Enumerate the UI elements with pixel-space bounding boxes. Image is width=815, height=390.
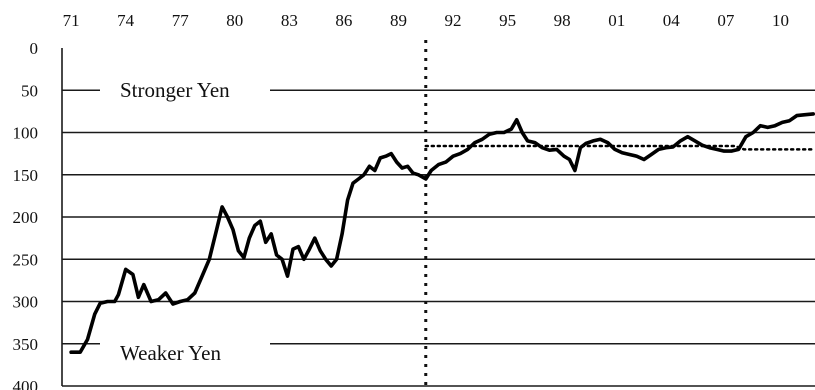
y-axis: 0 50 100 150 200 250 300 350 400 (13, 39, 63, 390)
x-tick-label-01: 01 (608, 11, 625, 30)
y-tick-label-150: 150 (13, 166, 39, 185)
y-tick-label-0: 0 (30, 39, 39, 58)
x-tick-label-80: 80 (226, 11, 243, 30)
x-axis-tick-labels: 71 74 77 80 83 86 89 92 95 98 01 04 07 10 (63, 11, 789, 30)
x-tick-label-89: 89 (390, 11, 407, 30)
x-tick-label-10: 10 (772, 11, 789, 30)
series-layer (69, 112, 815, 355)
x-tick-label-07: 07 (717, 11, 735, 30)
x-tick-label-77: 77 (172, 11, 190, 30)
annotation-background-stronger (100, 76, 270, 104)
x-tick-label-83: 83 (281, 11, 298, 30)
x-tick-label-95: 95 (499, 11, 516, 30)
y-tick-label-50: 50 (21, 81, 38, 100)
annotation-background-weaker (100, 338, 270, 366)
series-line-dotted (424, 144, 815, 151)
annotation-weaker-yen: Weaker Yen (120, 341, 221, 365)
x-tick-label-92: 92 (445, 11, 462, 30)
y-tick-label-100: 100 (13, 124, 39, 143)
annotations: Stronger Yen Weaker Yen (100, 76, 270, 366)
y-tick-label-350: 350 (13, 335, 39, 354)
y-tick-label-200: 200 (13, 208, 39, 227)
x-tick-label-98: 98 (554, 11, 571, 30)
x-tick-label-71: 71 (63, 11, 80, 30)
y-tick-label-300: 300 (13, 293, 39, 312)
x-tick-label-04: 04 (663, 11, 681, 30)
y-tick-label-400: 400 (13, 377, 39, 390)
x-tick-label-74: 74 (117, 11, 135, 30)
series-line-solid (69, 112, 815, 355)
annotation-stronger-yen: Stronger Yen (120, 78, 230, 102)
y-tick-label-250: 250 (13, 250, 39, 269)
x-tick-label-86: 86 (335, 11, 352, 30)
